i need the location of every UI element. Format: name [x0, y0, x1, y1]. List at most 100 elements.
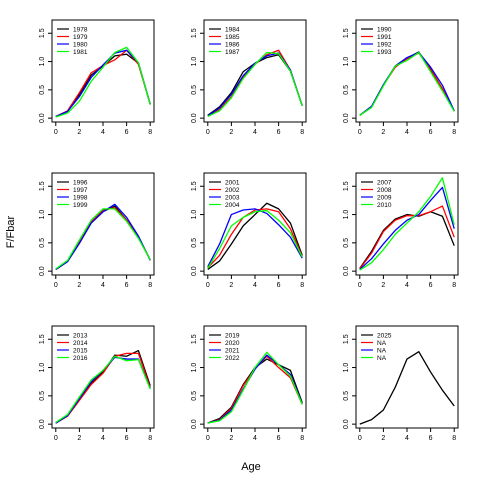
legend-label: 1981 — [73, 49, 88, 56]
legend-label: 2001 — [225, 180, 240, 187]
legend-label: 1999 — [73, 202, 88, 209]
x-tick-label: 8 — [300, 282, 304, 289]
x-tick-label: 0 — [54, 282, 58, 289]
legend-label: 1979 — [73, 34, 88, 41]
series-line-2001 — [207, 202, 303, 270]
legend-label: 1992 — [377, 42, 392, 49]
x-tick-label: 4 — [405, 282, 409, 289]
x-tick-label: 6 — [277, 129, 281, 136]
y-tick-label: 1.5 — [191, 334, 198, 344]
x-tick-label: 2 — [77, 435, 81, 442]
legend-label: 2007 — [377, 180, 392, 187]
x-tick-label: 0 — [206, 129, 210, 136]
y-tick-label: 1.5 — [343, 28, 350, 38]
y-tick-label: 0.0 — [191, 419, 198, 429]
y-tick-label: 0.5 — [343, 238, 350, 248]
legend-label: 1978 — [73, 27, 88, 34]
x-tick-label: 6 — [125, 282, 129, 289]
legend-label: 2013 — [73, 333, 88, 340]
legend-label: 1984 — [225, 27, 240, 34]
x-tick-label: 4 — [253, 129, 257, 136]
x-tick-label: 0 — [206, 282, 210, 289]
x-tick-label: 4 — [101, 129, 105, 136]
y-tick-label: 0.0 — [39, 113, 46, 123]
legend-label: 1993 — [377, 49, 392, 56]
y-tick-label: 1.0 — [343, 363, 350, 373]
y-tick-label: 1.5 — [191, 181, 198, 191]
y-tick-label: 0.5 — [39, 85, 46, 95]
x-tick-label: 8 — [148, 129, 152, 136]
series-line-1987 — [207, 51, 303, 118]
y-tick-label: 0.5 — [191, 85, 198, 95]
y-tick-label: 1.0 — [191, 210, 198, 220]
legend-label: 1987 — [225, 49, 240, 56]
legend-label: 2003 — [225, 195, 240, 202]
series-line-2015 — [55, 356, 151, 424]
series-line-2007 — [359, 211, 455, 269]
series-line-1999 — [55, 208, 151, 270]
y-tick-label: 0.0 — [39, 419, 46, 429]
x-tick-label: 8 — [300, 129, 304, 136]
legend-label: 1991 — [377, 34, 392, 41]
x-tick-label: 0 — [358, 129, 362, 136]
series-line-1996 — [55, 205, 151, 270]
legend-label: 2002 — [225, 187, 240, 194]
x-tick-label: 4 — [253, 282, 257, 289]
y-tick-label: 0.0 — [191, 113, 198, 123]
x-tick-label: 4 — [405, 435, 409, 442]
y-tick-label: 1.0 — [343, 57, 350, 67]
series-line-1991 — [359, 52, 455, 116]
y-tick-label: 0.5 — [343, 391, 350, 401]
y-tick-label: 0.0 — [343, 113, 350, 123]
y-tick-label: 0.0 — [191, 266, 198, 276]
legend-label: NA — [377, 348, 387, 355]
legend-label: 1980 — [73, 42, 88, 49]
legend-label: 2021 — [225, 348, 240, 355]
legend-label: 2009 — [377, 195, 392, 202]
legend-label: 1998 — [73, 195, 88, 202]
x-tick-label: 0 — [358, 282, 362, 289]
y-tick-label: 1.5 — [39, 181, 46, 191]
legend-label: NA — [377, 340, 387, 347]
x-tick-label: 0 — [358, 435, 362, 442]
series-line-2021 — [207, 354, 303, 424]
legend-label: 2025 — [377, 333, 392, 340]
legend-label: 2016 — [73, 355, 88, 362]
y-tick-label: 0.0 — [39, 266, 46, 276]
x-tick-label: 6 — [125, 435, 129, 442]
series-line-2025 — [359, 351, 455, 425]
series-line-2016 — [55, 355, 151, 423]
y-tick-label: 1.5 — [343, 181, 350, 191]
y-tick-label: 0.5 — [343, 85, 350, 95]
x-tick-label: 2 — [381, 282, 385, 289]
legend-label: 2015 — [73, 348, 88, 355]
y-tick-label: 1.0 — [343, 210, 350, 220]
x-tick-label: 2 — [229, 282, 233, 289]
x-tick-label: 2 — [229, 435, 233, 442]
y-tick-label: 1.0 — [191, 57, 198, 67]
x-tick-label: 2 — [381, 129, 385, 136]
legend-label: 2019 — [225, 333, 240, 340]
series-line-2004 — [207, 209, 303, 269]
x-tick-label: 6 — [277, 435, 281, 442]
series-line-2010 — [359, 177, 455, 271]
x-tick-label: 2 — [229, 129, 233, 136]
x-tick-label: 6 — [125, 129, 129, 136]
x-tick-label: 4 — [405, 129, 409, 136]
x-tick-label: 4 — [253, 435, 257, 442]
series-line-2020 — [207, 355, 303, 424]
legend-label: 2008 — [377, 187, 392, 194]
x-tick-label: 6 — [277, 282, 281, 289]
legend-label: 1997 — [73, 187, 88, 194]
x-tick-label: 2 — [77, 129, 81, 136]
y-tick-label: 1.5 — [39, 334, 46, 344]
x-tick-label: 6 — [429, 282, 433, 289]
y-tick-label: 0.5 — [39, 391, 46, 401]
